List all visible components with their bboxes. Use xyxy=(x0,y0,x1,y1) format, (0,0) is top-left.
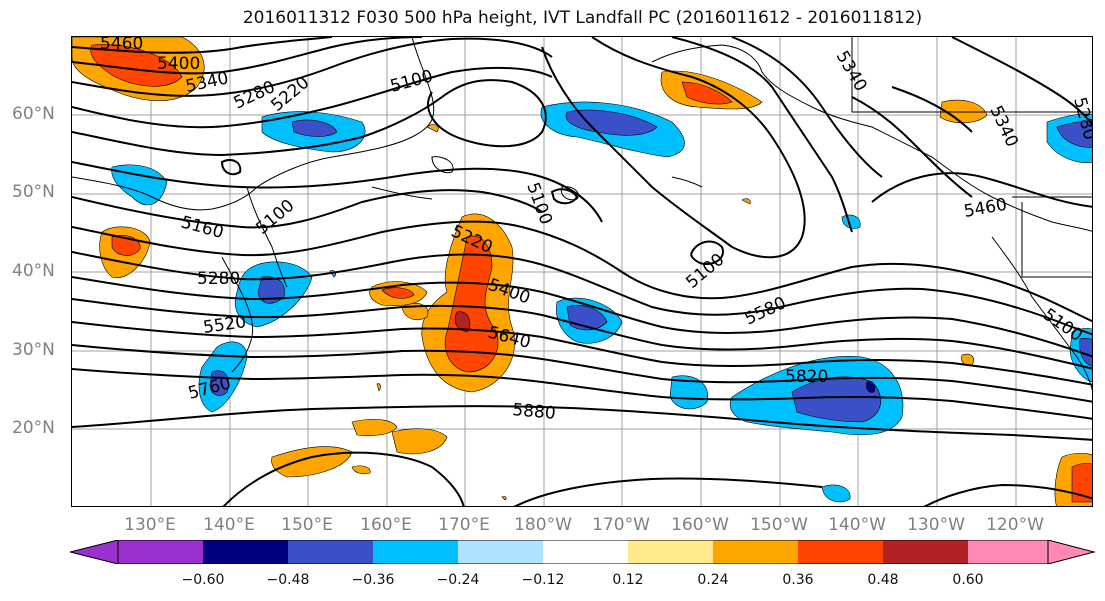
contour-label: 5820 xyxy=(785,367,828,387)
colorbar-bin xyxy=(798,540,883,564)
height-contours xyxy=(72,37,1092,506)
colorbar-bin xyxy=(118,540,203,564)
contour-label: 5280 xyxy=(231,77,279,113)
lon-label-180w: 180°W xyxy=(514,515,572,535)
colorbar-bin xyxy=(628,540,713,564)
map-canvas: 5460 5400 5340 5280 5220 5100 5340 5280 … xyxy=(72,37,1092,506)
lat-label-40n: 40°N xyxy=(12,261,55,281)
contour-label: 5100 xyxy=(388,66,435,97)
contour-label: 5280 xyxy=(197,269,240,289)
contour-label: 5400 xyxy=(157,54,200,74)
colorbar-bin xyxy=(883,540,968,564)
colorbar-bin xyxy=(543,540,628,564)
negative-ivt-shading xyxy=(111,101,1092,503)
colorbar-extend-high xyxy=(1047,539,1096,565)
colorbar xyxy=(69,539,1096,568)
lat-label-50n: 50°N xyxy=(12,182,55,202)
lon-label-140e: 140°E xyxy=(203,515,255,535)
lon-label-160w: 160°W xyxy=(671,515,729,535)
contour-label: 5160 xyxy=(179,213,226,244)
lon-label-160e: 160°E xyxy=(360,515,412,535)
contour-label: 5880 xyxy=(512,400,557,424)
lon-label-170w: 170°W xyxy=(592,515,650,535)
lon-label-120w: 120°W xyxy=(986,515,1044,535)
contour-label: 5460 xyxy=(100,37,143,54)
colorbar-bin xyxy=(203,540,288,564)
contour-label: 5520 xyxy=(202,312,248,338)
contour-label: 5460 xyxy=(962,195,1008,222)
map-title: 2016011312 F030 500 hPa height, IVT Land… xyxy=(242,8,923,28)
colorbar-tick: −0.36 xyxy=(351,572,395,588)
colorbar-svg xyxy=(69,539,1096,565)
map-panel: 5460 5400 5340 5280 5220 5100 5340 5280 … xyxy=(71,36,1093,507)
contour-label-group: 5460 5400 5340 5280 5220 5100 5340 5280 … xyxy=(100,37,1092,424)
colorbar-bin xyxy=(968,540,1048,564)
colorbar-tick: −0.48 xyxy=(266,572,310,588)
lon-label-140w: 140°W xyxy=(828,515,886,535)
colorbar-tick: 0.48 xyxy=(867,572,899,588)
colorbar-tick: −0.12 xyxy=(521,572,565,588)
colorbar-tick: 0.24 xyxy=(697,572,729,588)
colorbar-extend-low xyxy=(69,539,119,565)
contour-label: 5100 xyxy=(252,196,298,239)
lon-label-130e: 130°E xyxy=(124,515,176,535)
contour-label: 5220 xyxy=(267,73,313,116)
lat-label-20n: 20°N xyxy=(12,418,55,438)
colorbar-tick: 0.60 xyxy=(952,572,984,588)
coastlines xyxy=(72,37,1092,391)
lon-label-130w: 130°W xyxy=(907,515,965,535)
contour-label: 5340 xyxy=(832,48,871,95)
lat-label-60n: 60°N xyxy=(12,104,55,124)
lon-label-150w: 150°W xyxy=(750,515,808,535)
colorbar-bin xyxy=(458,540,543,564)
lon-label-150e: 150°E xyxy=(281,515,333,535)
colorbar-tick: 0.12 xyxy=(612,572,644,588)
colorbar-bin xyxy=(373,540,458,564)
colorbar-tick: −0.24 xyxy=(436,572,480,588)
colorbar-tick: 0.36 xyxy=(782,572,814,588)
colorbar-bin xyxy=(288,540,373,564)
colorbar-bin xyxy=(713,540,798,564)
lat-label-30n: 30°N xyxy=(12,340,55,360)
lon-label-170e: 170°E xyxy=(438,515,490,535)
contour-label: 5580 xyxy=(742,293,790,329)
colorbar-tick: −0.60 xyxy=(181,572,225,588)
